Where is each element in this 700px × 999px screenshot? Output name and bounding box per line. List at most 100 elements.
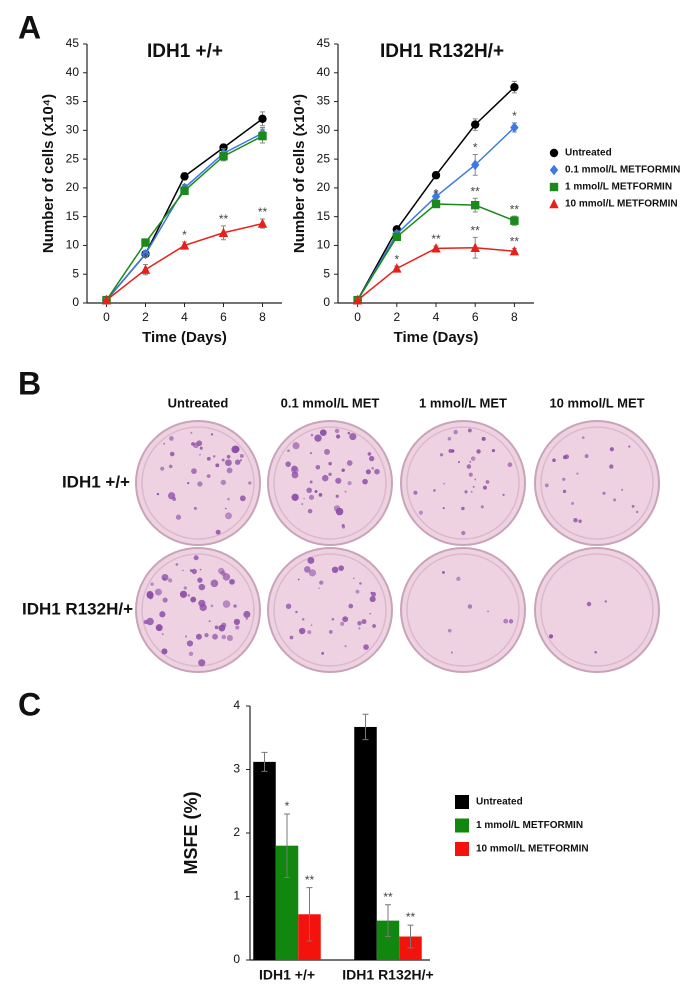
point	[219, 143, 228, 152]
significance: **	[510, 234, 520, 248]
colony	[352, 577, 355, 580]
x-tick-label: IDH1 +/+	[259, 967, 315, 983]
point	[258, 114, 267, 124]
colony	[210, 604, 214, 608]
series-line	[105, 135, 263, 301]
colony	[578, 519, 582, 523]
colony	[146, 617, 154, 626]
point	[510, 216, 519, 225]
colony	[347, 481, 352, 486]
column-label: 0.1 mmol/L MET	[281, 395, 380, 410]
colony	[309, 480, 313, 484]
x-tick-label: 0	[354, 310, 361, 324]
colony	[220, 479, 227, 486]
colony	[210, 433, 214, 436]
colony	[468, 472, 473, 477]
colony	[197, 481, 203, 487]
x-tick-label: 6	[472, 310, 479, 324]
colony	[162, 577, 166, 581]
colony	[441, 570, 445, 574]
colony	[319, 580, 324, 585]
y-tick-label: 20	[317, 180, 331, 194]
colony	[315, 464, 321, 470]
plate-rim	[540, 553, 654, 667]
y-axis-label: MSFE (%)	[181, 791, 201, 874]
colony	[321, 652, 325, 655]
colony	[291, 471, 299, 479]
colony	[243, 610, 251, 618]
colony	[161, 648, 168, 655]
colony	[198, 583, 206, 591]
colony	[466, 464, 472, 469]
point	[470, 242, 480, 252]
legend-label: Untreated	[565, 148, 612, 159]
colony	[447, 628, 452, 633]
x-tick-label: 8	[259, 310, 266, 324]
colony	[193, 555, 199, 561]
colony	[369, 596, 376, 603]
panel-label: A	[18, 9, 41, 45]
colony	[362, 478, 368, 485]
plates: Untreated 0.1 mmol/L MET 1 mmol/L MET 10 mm…	[22, 395, 660, 673]
y-tick-label: 10	[317, 238, 331, 252]
significance: **	[471, 184, 481, 198]
colony	[199, 568, 202, 571]
colony	[418, 510, 424, 515]
legend-swatch	[455, 795, 469, 809]
plate	[534, 547, 660, 673]
y-tick-label: 5	[323, 266, 330, 280]
colony	[461, 530, 466, 536]
point	[258, 131, 267, 141]
colony	[310, 433, 314, 437]
colony	[334, 428, 340, 434]
colony	[155, 624, 163, 632]
significance: *	[473, 141, 478, 155]
colony	[331, 566, 339, 574]
point	[510, 82, 519, 92]
colony	[439, 453, 444, 457]
colony	[225, 459, 232, 467]
y-tick-label: 35	[317, 94, 331, 108]
x-tick-label: 4	[433, 310, 440, 324]
colony	[371, 591, 377, 597]
colony	[235, 625, 240, 630]
colony	[221, 458, 225, 462]
colony	[491, 448, 496, 453]
colony	[482, 485, 487, 490]
bar	[376, 920, 400, 960]
significance: **	[471, 224, 481, 238]
colony	[206, 474, 211, 479]
colony	[159, 611, 166, 618]
y-tick-label: 35	[66, 94, 80, 108]
point	[431, 191, 441, 202]
colony	[214, 625, 219, 630]
plate	[400, 547, 526, 673]
colony	[328, 630, 333, 634]
point	[549, 164, 559, 176]
bar	[354, 726, 377, 960]
significance: **	[510, 202, 520, 216]
y-tick-label: 0	[233, 952, 240, 966]
colony	[233, 618, 241, 626]
colony	[372, 624, 376, 628]
colony	[239, 495, 246, 502]
legend-label: 0.1 mmol/L METFORMIN	[565, 165, 680, 176]
colony	[480, 505, 484, 509]
colony	[472, 485, 475, 488]
colony	[443, 482, 446, 485]
colony	[586, 601, 592, 607]
colony	[224, 507, 227, 510]
point	[431, 243, 441, 253]
plate	[534, 420, 660, 546]
point	[549, 182, 559, 192]
colony	[631, 504, 635, 508]
colony	[233, 604, 237, 608]
colony	[314, 434, 322, 442]
colony	[185, 635, 188, 638]
plate-rim	[406, 553, 520, 667]
x-tick-label: 2	[393, 310, 400, 324]
plate-rim	[540, 426, 654, 540]
colony	[359, 582, 362, 585]
x-axis-label: Time (Days)	[142, 329, 227, 346]
colony	[297, 578, 300, 581]
